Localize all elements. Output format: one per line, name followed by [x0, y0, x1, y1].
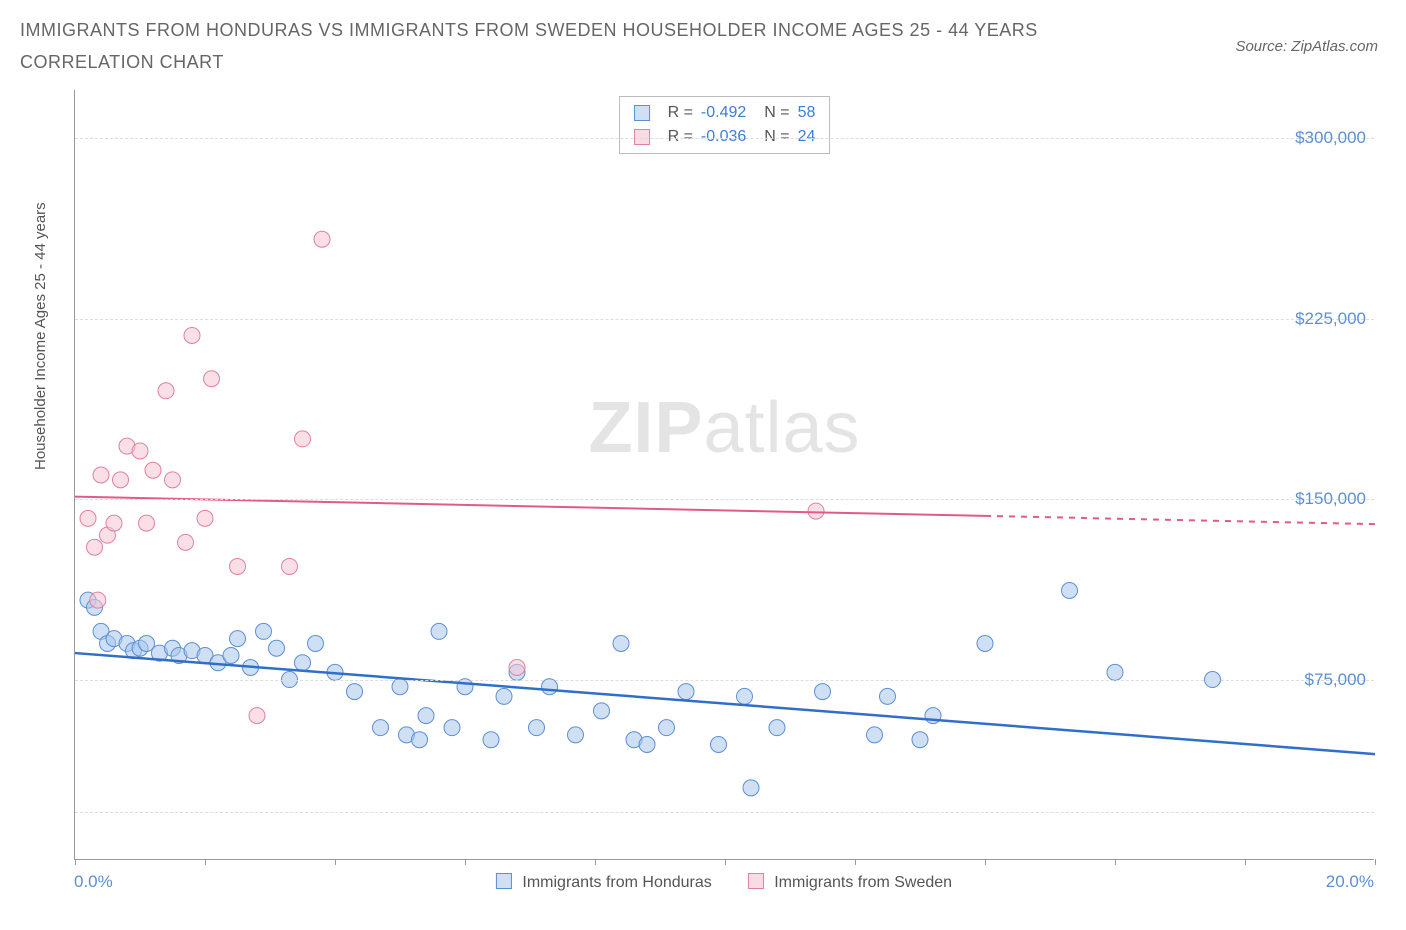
- data-point: [977, 635, 993, 651]
- data-point: [509, 660, 525, 676]
- data-point: [613, 635, 629, 651]
- data-point: [737, 688, 753, 704]
- data-point: [269, 640, 285, 656]
- data-point: [867, 727, 883, 743]
- data-point: [139, 515, 155, 531]
- plot-region: ZIPatlas R = -0.492 N = 58 R = -0.036 N …: [74, 90, 1374, 860]
- source-label: Source: ZipAtlas.com: [1235, 38, 1378, 55]
- data-point: [178, 534, 194, 550]
- legend-item-honduras: Immigrants from Honduras: [496, 873, 712, 892]
- data-point: [295, 655, 311, 671]
- scatter-svg: [75, 90, 1374, 859]
- data-point: [808, 503, 824, 519]
- data-point: [347, 684, 363, 700]
- data-point: [158, 383, 174, 399]
- legend-swatch-honduras-2: [496, 873, 512, 889]
- data-point: [223, 647, 239, 663]
- data-point: [483, 732, 499, 748]
- data-point: [418, 708, 434, 724]
- data-point: [815, 684, 831, 700]
- y-tick-label: $225,000: [1295, 309, 1366, 329]
- chart-title: IMMIGRANTS FROM HONDURAS VS IMMIGRANTS F…: [20, 14, 1120, 79]
- data-point: [711, 737, 727, 753]
- data-point: [496, 688, 512, 704]
- data-point: [87, 539, 103, 555]
- data-point: [204, 371, 220, 387]
- data-point: [106, 515, 122, 531]
- data-point: [444, 720, 460, 736]
- legend-swatch-sweden-2: [748, 873, 764, 889]
- x-min-label: 0.0%: [74, 872, 113, 892]
- data-point: [639, 737, 655, 753]
- data-point: [249, 708, 265, 724]
- data-point: [90, 592, 106, 608]
- trend-line-dash: [985, 516, 1375, 524]
- data-point: [314, 231, 330, 247]
- data-point: [912, 732, 928, 748]
- data-point: [145, 462, 161, 478]
- y-tick-label: $75,000: [1305, 670, 1366, 690]
- data-point: [184, 327, 200, 343]
- data-point: [165, 472, 181, 488]
- data-point: [743, 780, 759, 796]
- data-point: [769, 720, 785, 736]
- x-axis-labels: 0.0% Immigrants from Honduras Immigrants…: [74, 862, 1374, 892]
- data-point: [80, 510, 96, 526]
- data-point: [1062, 583, 1078, 599]
- y-tick-label: $300,000: [1295, 128, 1366, 148]
- data-point: [256, 623, 272, 639]
- data-point: [230, 558, 246, 574]
- data-point: [392, 679, 408, 695]
- data-point: [197, 510, 213, 526]
- data-point: [457, 679, 473, 695]
- data-point: [132, 443, 148, 459]
- data-point: [93, 467, 109, 483]
- data-point: [542, 679, 558, 695]
- data-point: [113, 472, 129, 488]
- data-point: [431, 623, 447, 639]
- y-tick-label: $150,000: [1295, 489, 1366, 509]
- data-point: [529, 720, 545, 736]
- data-point: [1107, 664, 1123, 680]
- data-point: [308, 635, 324, 651]
- data-point: [295, 431, 311, 447]
- data-point: [678, 684, 694, 700]
- data-point: [880, 688, 896, 704]
- data-point: [412, 732, 428, 748]
- legend-item-sweden: Immigrants from Sweden: [748, 873, 952, 892]
- x-max-label: 20.0%: [1326, 872, 1374, 892]
- series-legend: Immigrants from Honduras Immigrants from…: [496, 873, 952, 892]
- data-point: [230, 631, 246, 647]
- chart-area: Householder Income Ages 25 - 44 years ZI…: [50, 90, 1380, 890]
- data-point: [373, 720, 389, 736]
- data-point: [282, 558, 298, 574]
- data-point: [659, 720, 675, 736]
- trend-line: [75, 653, 1375, 754]
- data-point: [594, 703, 610, 719]
- data-point: [568, 727, 584, 743]
- y-axis-label: Householder Income Ages 25 - 44 years: [32, 202, 49, 470]
